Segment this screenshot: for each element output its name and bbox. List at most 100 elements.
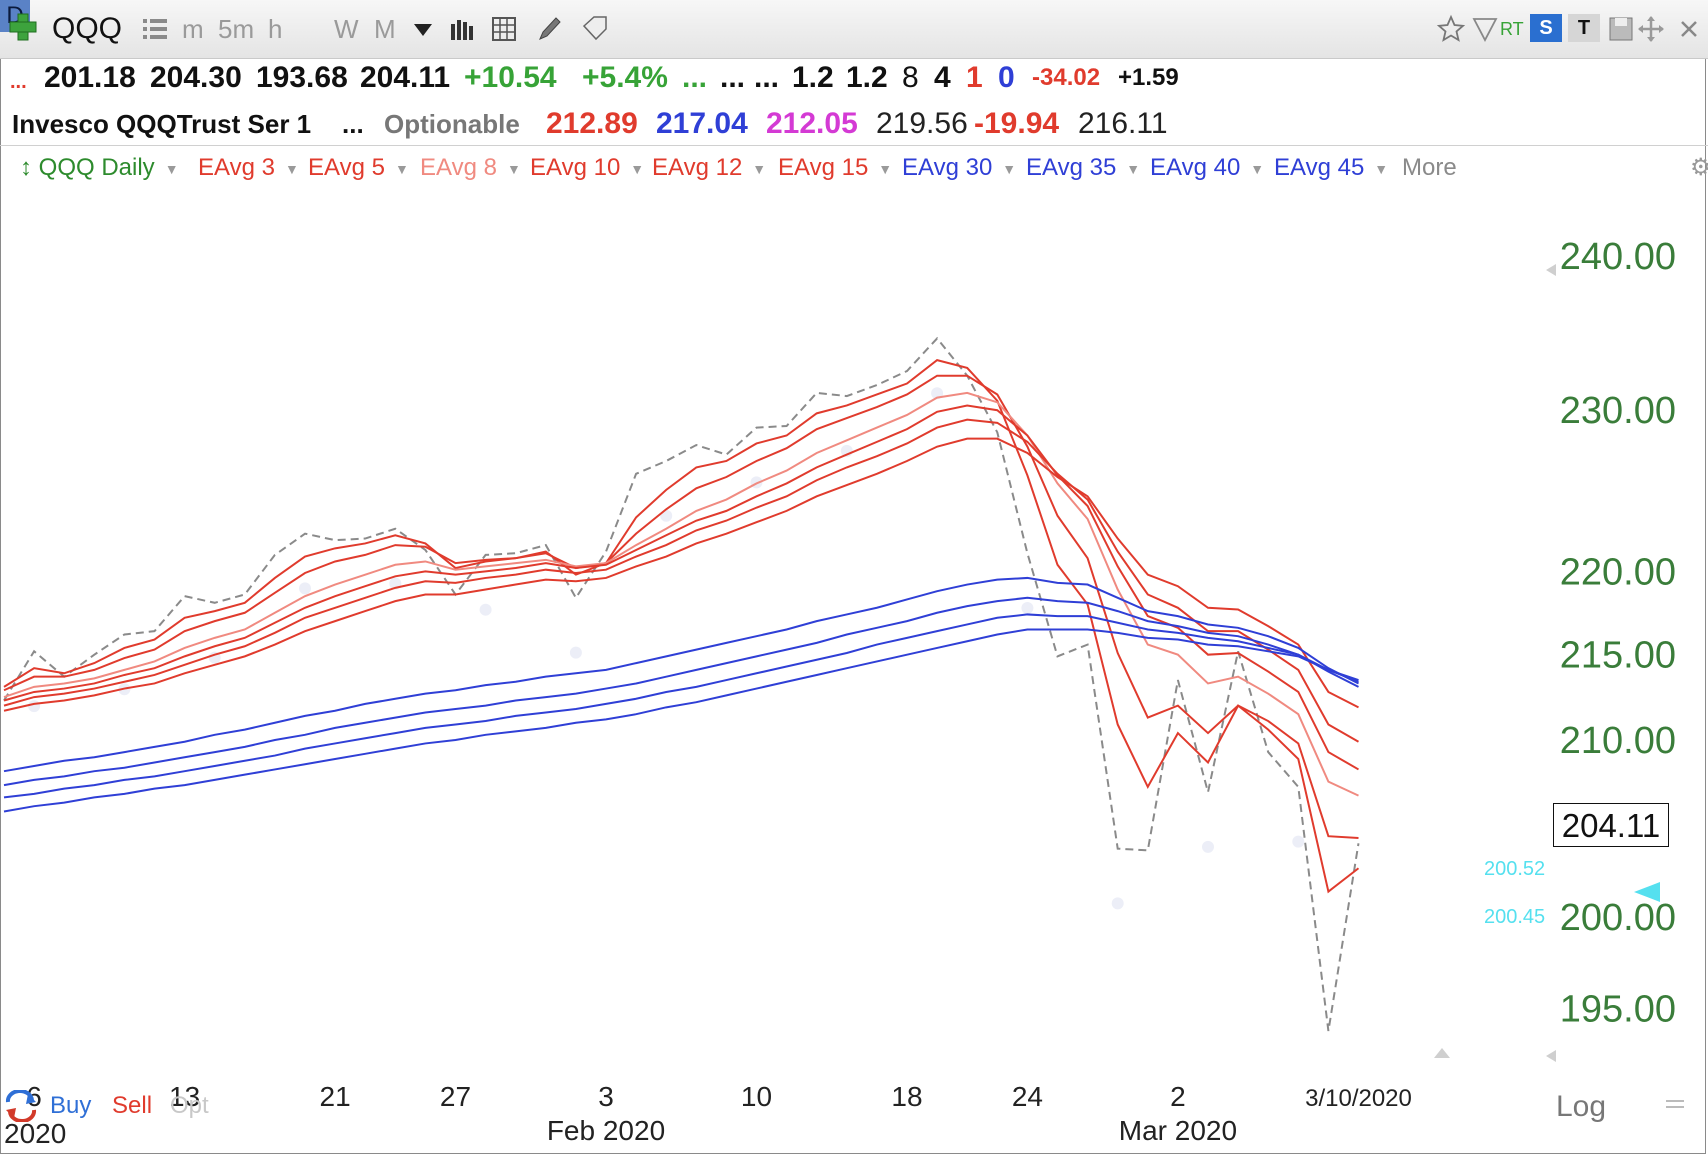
series-line-eavg-30 bbox=[3, 576, 1359, 773]
t-button[interactable]: T bbox=[1568, 14, 1600, 42]
low-dot bbox=[1292, 835, 1305, 848]
diff-value: -19.94 bbox=[974, 107, 1060, 140]
realtime-label[interactable]: RT bbox=[1500, 19, 1524, 39]
legend-dropdown-icon[interactable]: ▼ bbox=[164, 160, 179, 177]
x-tick-label: 27 bbox=[440, 1081, 471, 1112]
symbol-input[interactable]: QQQ bbox=[52, 12, 123, 45]
legend-dropdown-icon[interactable]: ▼ bbox=[284, 160, 299, 177]
interval-hour[interactable]: h bbox=[268, 14, 283, 44]
legend-item-eavg-3[interactable]: EAvg 3 ▼ bbox=[198, 150, 299, 187]
y-tick-label: 240.00 bbox=[1560, 236, 1676, 278]
interval-minute[interactable]: m bbox=[182, 14, 204, 44]
low-dot bbox=[299, 582, 311, 595]
sell-button[interactable]: Sell bbox=[112, 1092, 153, 1119]
optionable-label: Optionable bbox=[384, 109, 520, 139]
quote-ellipsis: ... bbox=[10, 71, 27, 93]
legend-item-eavg-5[interactable]: EAvg 5 ▼ bbox=[308, 150, 409, 187]
quote-ellipsis-green: ... bbox=[682, 61, 708, 94]
s-button[interactable]: S bbox=[1530, 14, 1562, 42]
buy-button[interactable]: Buy bbox=[50, 1092, 92, 1119]
quote-high: 204.30 bbox=[150, 61, 242, 94]
x-month-label: Mar 2020 bbox=[1119, 1115, 1237, 1146]
star-icon[interactable] bbox=[1436, 14, 1466, 44]
quote-stat-2: 1.2 bbox=[846, 61, 888, 94]
legend-item-eavg-30[interactable]: EAvg 30 ▼ bbox=[902, 150, 1016, 187]
pencil-icon[interactable] bbox=[534, 14, 564, 44]
legend-dropdown-icon[interactable]: ▼ bbox=[878, 160, 893, 177]
marker-lower-label: 200.45 bbox=[1484, 906, 1546, 928]
close-icon[interactable] bbox=[1674, 14, 1704, 44]
quote-count-8: 8 bbox=[902, 61, 919, 94]
name-ellipsis: ... bbox=[342, 109, 364, 139]
price-chart[interactable]: 240.00 230.00 220.00 215.00 210.00 200.00 195.… bbox=[0, 186, 1708, 1156]
quote-value-positive: +1.59 bbox=[1118, 64, 1179, 91]
interval-monthly[interactable]: M bbox=[374, 14, 396, 44]
bar-chart-icon[interactable] bbox=[448, 14, 478, 44]
legend-item-eavg-40[interactable]: EAvg 40 ▼ bbox=[1150, 150, 1264, 187]
y-tick-label: 195.00 bbox=[1560, 989, 1676, 1031]
series-line-eavg-12 bbox=[3, 418, 1359, 743]
quote-close: 204.11 bbox=[360, 61, 451, 94]
list-icon[interactable] bbox=[140, 14, 170, 44]
y-tick-label: 215.00 bbox=[1560, 635, 1676, 677]
legend-item-eavg-10[interactable]: EAvg 10 ▼ bbox=[530, 150, 644, 187]
scale-menu-icon[interactable] bbox=[1664, 1098, 1686, 1110]
dropdown-caret-icon[interactable] bbox=[408, 14, 438, 44]
flag-icon[interactable] bbox=[1470, 14, 1500, 44]
legend-item-eavg-8[interactable]: EAvg 8 ▼ bbox=[420, 150, 521, 187]
x-tick-label: 21 bbox=[320, 1081, 351, 1112]
interval-5-minute[interactable]: 5m bbox=[218, 14, 255, 44]
move-icon[interactable] bbox=[1636, 14, 1666, 44]
log-scale-toggle[interactable]: Log bbox=[1556, 1090, 1607, 1123]
low-dot bbox=[28, 700, 41, 713]
settings-icon[interactable]: ⚙ bbox=[1690, 154, 1708, 181]
x-tick-label: 18 bbox=[891, 1081, 922, 1112]
x-tick-label: 24 bbox=[1012, 1081, 1043, 1112]
legend-dropdown-icon[interactable]: ▼ bbox=[752, 160, 767, 177]
legend-dropdown-icon[interactable]: ▼ bbox=[506, 160, 521, 177]
avg-value-black: 219.56 bbox=[876, 107, 968, 140]
avg-value-red: 212.89 bbox=[546, 107, 638, 140]
legend-item-eavg-35[interactable]: EAvg 35 ▼ bbox=[1026, 150, 1140, 187]
legend-label: EAvg 5 bbox=[308, 154, 385, 181]
refresh-icon[interactable] bbox=[4, 1090, 38, 1122]
grid-icon[interactable] bbox=[490, 14, 520, 44]
legend-dropdown-icon[interactable]: ▼ bbox=[630, 160, 645, 177]
y-tick-label: 230.00 bbox=[1560, 390, 1676, 432]
legend-item-eavg-12[interactable]: EAvg 12 ▼ bbox=[652, 150, 766, 187]
legend-item-qqq-daily[interactable]: ↕ QQQ Daily ▼ bbox=[20, 150, 179, 187]
scroll-up-icon bbox=[1546, 264, 1556, 276]
y-tick-label: 200.00 bbox=[1560, 897, 1676, 939]
add-icon[interactable] bbox=[8, 12, 38, 42]
legend-label: EAvg 45 bbox=[1274, 154, 1365, 181]
quote-change: +10.54 bbox=[464, 61, 557, 94]
x-tick-label: 2 bbox=[1170, 1081, 1186, 1112]
marker-upper-label: 200.52 bbox=[1484, 858, 1546, 880]
y-tick-label: 220.00 bbox=[1560, 551, 1676, 593]
scroll-down-icon bbox=[1546, 1050, 1556, 1062]
option-button[interactable]: Opt bbox=[170, 1092, 209, 1119]
save-icon[interactable] bbox=[1606, 14, 1636, 44]
legend-label: EAvg 8 bbox=[420, 154, 497, 181]
low-dot bbox=[1111, 897, 1124, 910]
legend-label: EAvg 40 bbox=[1150, 154, 1241, 181]
legend-item-eavg-15[interactable]: EAvg 15 ▼ bbox=[778, 150, 892, 187]
legend-item-more[interactable]: More bbox=[1402, 150, 1457, 186]
legend-label: EAvg 12 bbox=[652, 154, 743, 181]
interval-weekly[interactable]: W bbox=[334, 14, 359, 44]
x-tick-label: 3 bbox=[598, 1081, 614, 1112]
x-tick-label: 13 bbox=[169, 1081, 200, 1112]
tag-icon[interactable] bbox=[580, 14, 610, 44]
security-name: Invesco QQQTrust Ser 1 bbox=[12, 109, 312, 139]
quote-value-negative: -34.02 bbox=[1032, 64, 1101, 91]
legend-dropdown-icon[interactable]: ▼ bbox=[1374, 160, 1389, 177]
legend-label: EAvg 35 bbox=[1026, 154, 1117, 181]
legend-dropdown-icon[interactable]: ▼ bbox=[394, 160, 409, 177]
legend-item-eavg-45[interactable]: EAvg 45 ▼ bbox=[1274, 150, 1388, 187]
quote-ellipsis-black-2: ... bbox=[754, 61, 780, 94]
legend-dropdown-icon[interactable]: ▼ bbox=[1250, 160, 1265, 177]
avg-value-magenta: 212.05 bbox=[766, 107, 858, 140]
legend-dropdown-icon[interactable]: ▼ bbox=[1002, 160, 1017, 177]
extra-value: 216.11 bbox=[1078, 107, 1168, 140]
legend-dropdown-icon[interactable]: ▼ bbox=[1126, 160, 1141, 177]
